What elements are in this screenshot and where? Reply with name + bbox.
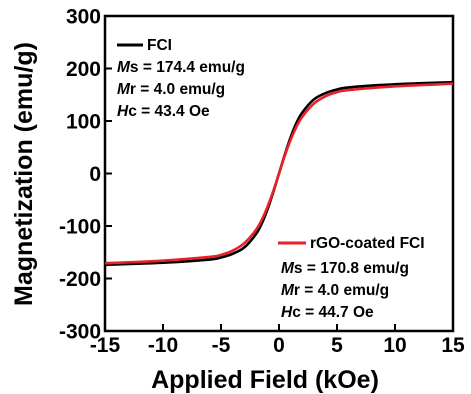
x-tick-label: -5 <box>212 334 231 357</box>
y-axis-title: Magnetization (emu/g) <box>10 42 38 306</box>
x-tick-label: -10 <box>148 334 178 357</box>
y-tick-label: -300 <box>59 321 101 344</box>
y-tick-label: 0 <box>89 163 101 186</box>
x-tick-label: 10 <box>383 334 406 357</box>
fci-ms-annotation: Ms = 174.4 emu/g <box>117 59 245 76</box>
x-tick-label: 15 <box>441 334 465 357</box>
x-axis-ticks: -15 -10 -5 0 5 10 15 <box>90 324 465 357</box>
legend-fci: FCI Ms = 174.4 emu/g Mr = 4.0 emu/g Hc =… <box>117 37 245 120</box>
rgo-fci-curve <box>104 82 454 265</box>
legend-rgo-fci: rGO-coated FCI Ms = 170.8 emu/g Mr = 4.0… <box>278 235 425 321</box>
y-tick-label: 300 <box>66 6 101 29</box>
fci-hc-annotation: Hc = 43.4 Oe <box>117 103 210 120</box>
x-tick-label: 5 <box>331 334 343 357</box>
fci-mr-annotation: Mr = 4.0 emu/g <box>117 81 225 98</box>
rgo-fci-hc-annotation: Hc = 44.7 Oe <box>281 304 374 321</box>
x-axis-title: Applied Field (kOe) <box>151 366 379 394</box>
rgo-fci-mr-annotation: Mr = 4.0 emu/g <box>281 282 389 299</box>
y-axis-ticks: 300 200 100 0 -100 -200 -300 <box>59 6 112 344</box>
legend-rgo-fci-label: rGO-coated FCI <box>310 235 425 252</box>
hysteresis-curves <box>104 80 454 267</box>
x-tick-label: -15 <box>90 334 121 357</box>
rgo-fci-ms-annotation: Ms = 170.8 emu/g <box>281 260 409 277</box>
legend-fci-label: FCI <box>147 37 172 54</box>
y-tick-label: -200 <box>59 268 101 291</box>
y-tick-label: -100 <box>59 216 101 239</box>
y-tick-label: 200 <box>66 58 101 81</box>
y-tick-label: 100 <box>66 111 101 134</box>
x-tick-label: 0 <box>273 334 285 357</box>
